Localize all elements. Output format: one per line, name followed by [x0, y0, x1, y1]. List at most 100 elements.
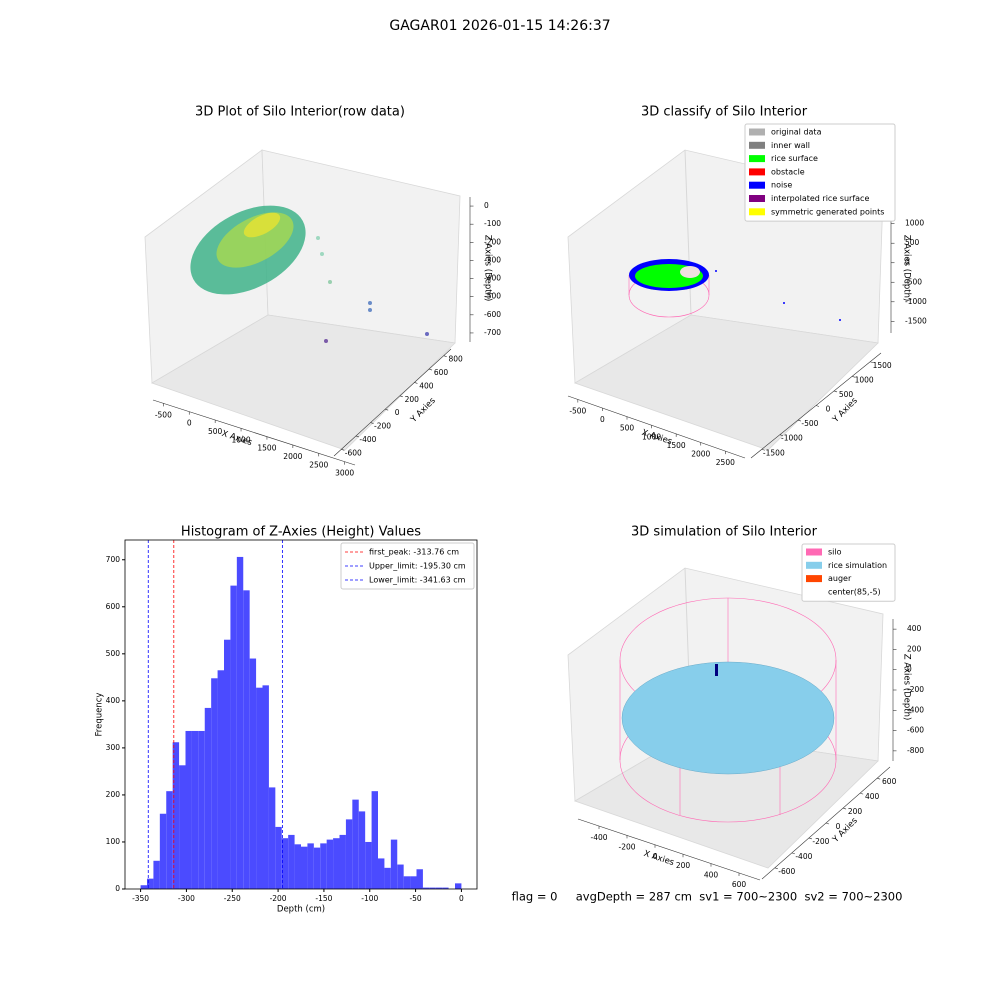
tick-mark	[414, 382, 418, 384]
histogram-bar	[211, 678, 218, 889]
x-tick-label: 1000	[642, 432, 661, 441]
histogram-bar	[288, 834, 295, 889]
tick-mark	[779, 434, 783, 436]
x-tick-label: -100	[361, 894, 378, 903]
legend-swatch	[806, 575, 822, 583]
z-tick-label: -1500	[905, 316, 927, 325]
legend-label: Lower_limit: -341.63 cm	[369, 576, 466, 585]
histogram-bar	[403, 876, 411, 889]
histogram-bar	[429, 887, 436, 889]
histogram-bar	[301, 846, 308, 889]
legend-label: original data	[771, 128, 822, 137]
legend-box	[744, 123, 896, 222]
histogram-bar	[179, 765, 186, 889]
histogram-bar	[294, 844, 301, 889]
chart-title: Histogram of Z-Axies (Height) Values	[181, 525, 421, 540]
silo-simulation	[619, 597, 837, 823]
tick-mark	[370, 422, 374, 424]
legend-swatch	[749, 128, 765, 136]
y-tick-label: 0	[836, 822, 841, 831]
y-tick-label: -600	[345, 448, 362, 457]
x-tick-label: -200	[618, 842, 635, 851]
tick-mark	[791, 852, 795, 855]
y-tick-label: 500	[106, 649, 121, 658]
legend-label: center(85,-5)	[828, 587, 881, 596]
y-tick-label: 200	[106, 790, 121, 799]
y-tick-label: 1500	[873, 361, 892, 370]
histogram-bar	[320, 843, 327, 889]
histogram-bar	[268, 787, 276, 889]
x-tick-label: 2000	[691, 450, 710, 459]
tick-mark	[761, 448, 765, 451]
chart-title: 3D simulation of Silo Interior	[631, 525, 818, 540]
z-tick-label: -400	[907, 705, 924, 714]
footer-text: flag = 0 avgDepth = 287 cm sv1 = 700~230…	[512, 890, 903, 904]
histogram-bar	[262, 685, 269, 889]
y-axis-label: Frequency	[95, 693, 105, 737]
legend-label: symmetric generated points	[771, 207, 884, 216]
z-tick-label: -600	[484, 310, 501, 319]
axis-line	[333, 348, 452, 457]
z-tick-label: -1000	[905, 297, 927, 306]
y-tick-label: 700	[106, 555, 121, 564]
z-axis-label: Z Axies (Depth)	[902, 654, 912, 721]
y-tick-label: 200	[848, 807, 863, 816]
tick-mark	[443, 355, 447, 357]
histogram-bar	[358, 811, 366, 889]
chart-title: 3D classify of Silo Interior	[641, 105, 808, 120]
x-axis-label: Depth (cm)	[277, 905, 325, 915]
histogram-bar	[397, 864, 404, 889]
histogram-bar	[345, 819, 353, 889]
y-axis-label: Y Axies	[830, 396, 860, 426]
y-tick-label: -1500	[763, 448, 785, 457]
tick-mark	[808, 837, 813, 840]
axis-line	[152, 399, 356, 466]
y-tick-label: 400	[865, 792, 880, 801]
tick-mark	[860, 792, 864, 795]
legend-swatch	[749, 208, 765, 216]
histogram-bar	[442, 887, 449, 889]
tick-mark	[852, 376, 856, 378]
x-axis-label: X Axies	[640, 428, 673, 447]
histogram-bar	[410, 876, 417, 889]
x-tick-label: -300	[178, 894, 195, 903]
tick-mark	[774, 867, 778, 870]
histogram-bar	[217, 670, 224, 889]
histogram-bar	[191, 730, 199, 889]
tick-mark	[428, 368, 433, 371]
z-axis-label: Z Axies (Depth)	[902, 235, 912, 302]
histogram-bar	[140, 885, 147, 889]
y-tick-label: 200	[405, 395, 420, 404]
histogram-bar	[416, 869, 423, 889]
histogram-bar	[281, 838, 289, 889]
histogram-bar	[153, 860, 160, 889]
histogram-bar	[224, 639, 231, 889]
histogram-bar	[384, 867, 391, 889]
tick-mark	[355, 435, 360, 438]
figure-title: GAGAR01 2026-01-15 14:26:37	[389, 18, 610, 34]
axis-line	[567, 395, 746, 459]
y-tick-label: 800	[449, 355, 464, 364]
x-tick-label: 600	[732, 880, 747, 889]
y-tick-label: 300	[106, 743, 121, 752]
y-tick-label: 0	[395, 408, 400, 417]
tick-mark	[833, 390, 838, 393]
legend-swatch	[749, 195, 765, 202]
tick-mark	[815, 405, 820, 407]
histogram-bar	[243, 590, 250, 889]
legend-label: obstacle	[771, 167, 805, 176]
histogram-bar	[236, 556, 244, 889]
legend-swatch	[749, 141, 765, 149]
z-tick-label: 1000	[905, 219, 924, 228]
y-tick-label: -400	[795, 852, 812, 861]
x-tick-label: 2500	[716, 458, 735, 467]
tick-mark	[877, 777, 881, 780]
y-tick-label: 0	[826, 405, 831, 414]
y-tick-label: 400	[419, 381, 434, 390]
x-tick-label: 3000	[335, 469, 354, 478]
tick-mark	[385, 408, 389, 411]
x-tick-label: 400	[704, 871, 719, 880]
point-cloud	[190, 205, 429, 343]
x-axis-label: X Axies	[642, 849, 675, 868]
